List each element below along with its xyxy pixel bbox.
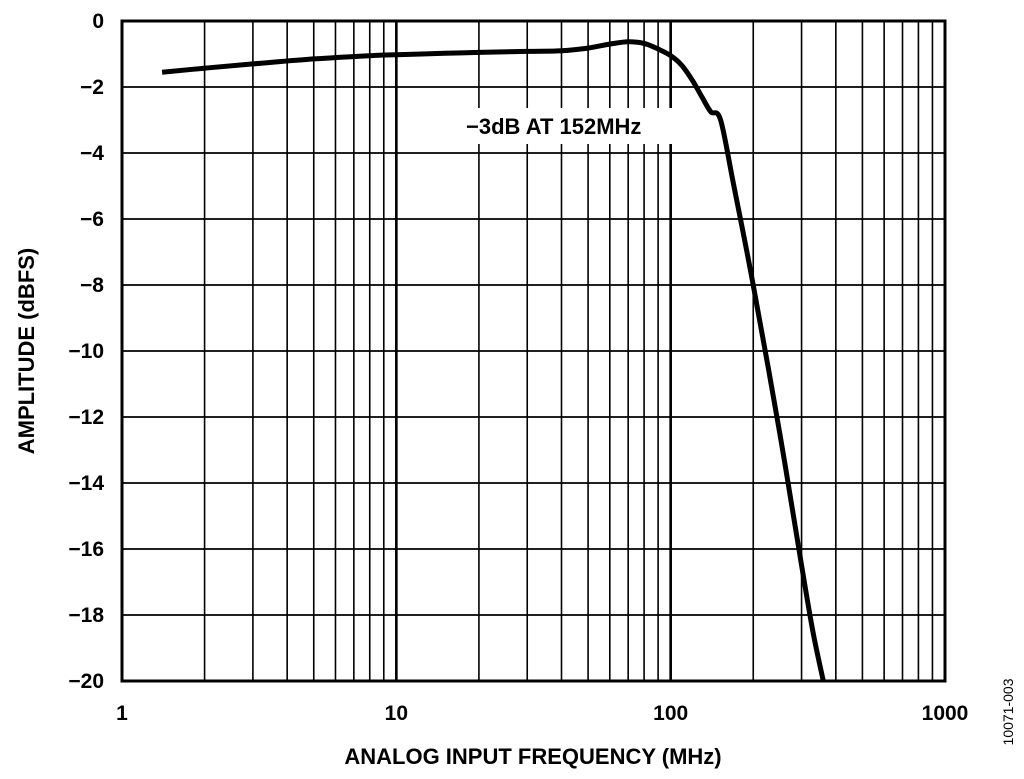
y-tick-label: −4: [80, 142, 104, 165]
y-tick-label: −14: [68, 472, 104, 495]
series-line: [161, 39, 826, 682]
annotation-background: [462, 108, 696, 144]
y-tick-label: −20: [68, 670, 104, 693]
y-tick-label: −6: [80, 208, 104, 231]
y-tick-labels: 0 −2 −4 −6 −8 −10 −12 −14 −16 −18 −20: [68, 10, 104, 693]
y-tick-label: −8: [80, 274, 104, 297]
y-tick-label: −12: [68, 406, 104, 429]
plot-area-frame: [120, 19, 947, 683]
y-axis-title: AMPLITUDE (dBFS): [14, 248, 39, 455]
x-tick-label: 10: [385, 702, 408, 725]
annotation-3db: −3dB AT 152MHz: [466, 114, 641, 139]
series-layer: [161, 39, 826, 682]
x-tick-labels: 1 10 100 1000: [116, 702, 968, 725]
x-tick-label: 1000: [922, 702, 969, 725]
x-axis-title: ANALOG INPUT FREQUENCY (MHz): [344, 744, 721, 769]
x-tick-label: 100: [653, 702, 688, 725]
y-tick-label: −10: [68, 340, 104, 363]
figure-id: 10071-003: [1000, 678, 1016, 745]
y-tick-label: −16: [68, 538, 104, 561]
y-tick-label: 0: [92, 10, 104, 33]
y-tick-label: −2: [80, 76, 104, 99]
x-tick-label: 1: [116, 702, 128, 725]
y-tick-label: −18: [68, 604, 104, 627]
